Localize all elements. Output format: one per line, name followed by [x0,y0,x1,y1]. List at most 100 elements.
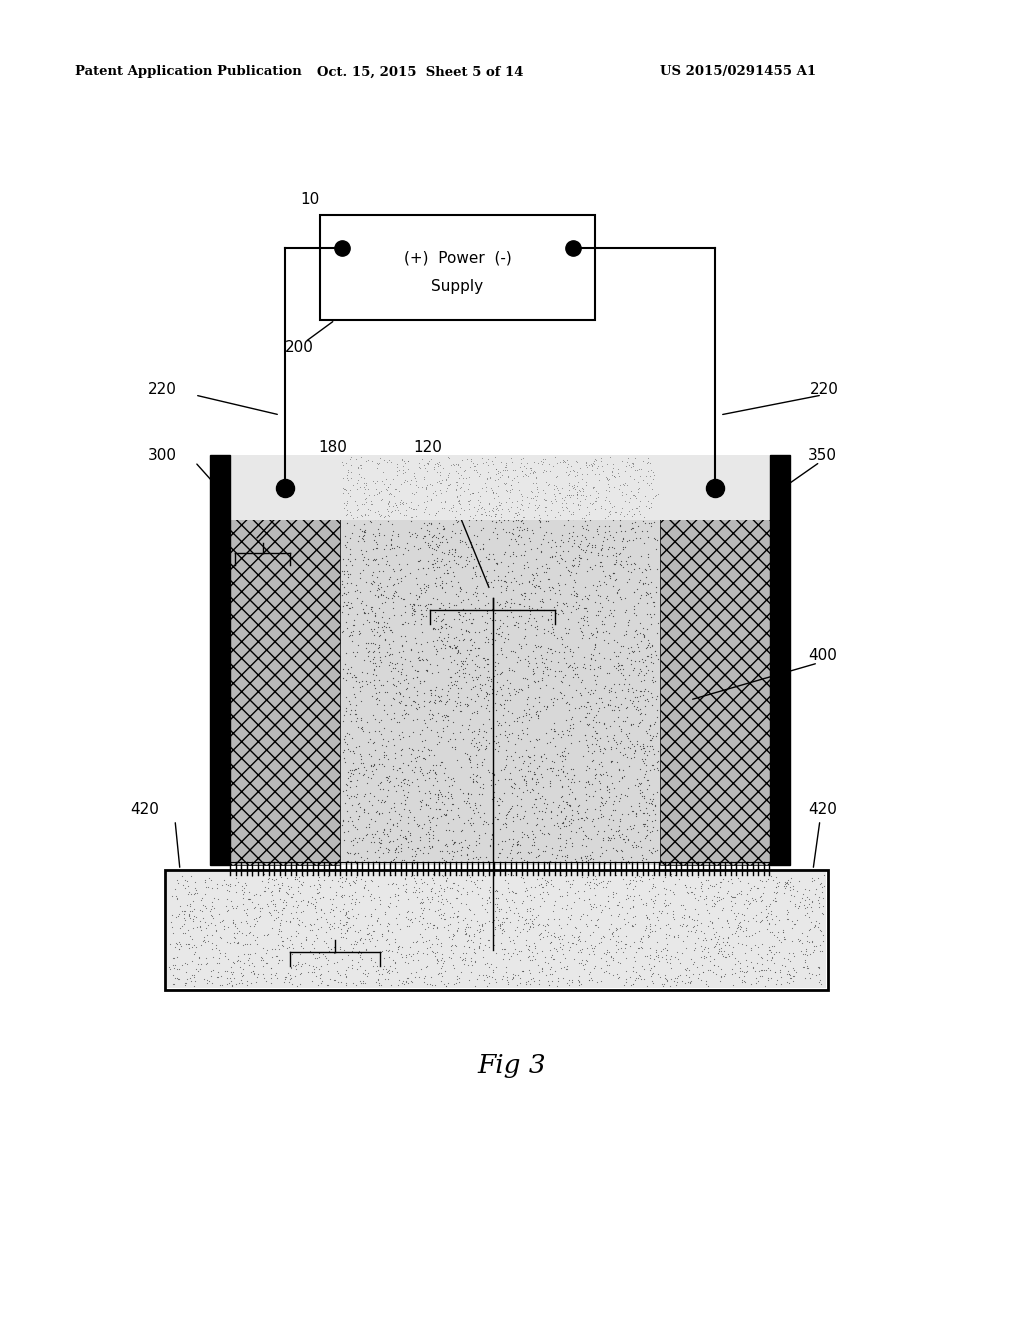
Point [437,908,454,929]
Point [389,962,406,983]
Point [457,924,473,945]
Point [498,466,514,487]
Point [490,491,507,512]
Point [577,810,593,832]
Point [346,843,362,865]
Point [734,960,751,981]
Point [412,814,428,836]
Point [541,974,557,995]
Point [381,946,397,968]
Point [426,560,442,581]
Point [414,730,430,751]
Point [385,758,401,779]
Point [383,533,399,554]
Point [347,758,364,779]
Point [638,566,654,587]
Point [669,968,685,989]
Point [457,830,473,851]
Point [597,521,613,543]
Point [361,581,378,602]
Point [626,558,642,579]
Point [510,909,526,931]
Point [593,495,609,516]
Point [632,484,648,506]
Point [667,874,683,895]
Point [404,882,421,903]
Point [222,891,239,912]
Point [532,924,549,945]
Point [650,741,667,762]
Point [632,698,648,719]
Point [587,475,603,496]
Point [338,467,354,488]
Point [380,607,396,628]
Point [499,846,515,867]
Point [728,906,744,927]
Point [458,549,474,570]
Point [644,810,660,832]
Point [694,954,711,975]
Point [342,622,358,643]
Point [423,512,439,533]
Point [371,803,387,824]
Point [327,942,343,964]
Point [631,651,647,672]
Point [273,904,290,925]
Point [478,469,495,490]
Point [402,462,419,483]
Point [437,635,454,656]
Point [578,519,594,540]
Point [569,494,586,515]
Point [590,807,606,828]
Point [468,583,484,605]
Point [356,496,373,517]
Point [274,936,291,957]
Point [495,622,511,643]
Point [785,946,802,968]
Point [608,935,625,956]
Point [443,849,460,870]
Point [485,479,502,500]
Point [326,906,342,927]
Point [438,630,455,651]
Point [437,491,454,512]
Point [579,730,595,751]
Point [748,911,764,932]
Point [507,920,523,941]
Point [383,921,399,942]
Point [632,830,648,851]
Point [603,828,620,849]
Point [573,685,590,706]
Point [338,466,354,487]
Point [455,451,471,473]
Point [521,589,538,610]
Point [644,660,660,681]
Point [603,924,620,945]
Point [703,890,720,911]
Point [723,869,739,890]
Point [699,900,716,921]
Point [655,892,672,913]
Point [643,492,659,513]
Point [346,686,362,708]
Point [382,566,398,587]
Point [348,758,365,779]
Point [609,968,626,989]
Bar [660,455,770,865]
Point [578,949,594,970]
Point [480,667,497,688]
Point [556,484,572,506]
Point [354,932,371,953]
Point [659,940,676,961]
Point [380,730,396,751]
Point [539,882,555,903]
Point [575,507,592,528]
Point [489,652,506,673]
Point [639,470,655,491]
Point [390,692,407,713]
Point [513,525,529,546]
Point [637,828,653,849]
Point [466,549,482,570]
Point [428,711,444,733]
Point [425,495,441,516]
